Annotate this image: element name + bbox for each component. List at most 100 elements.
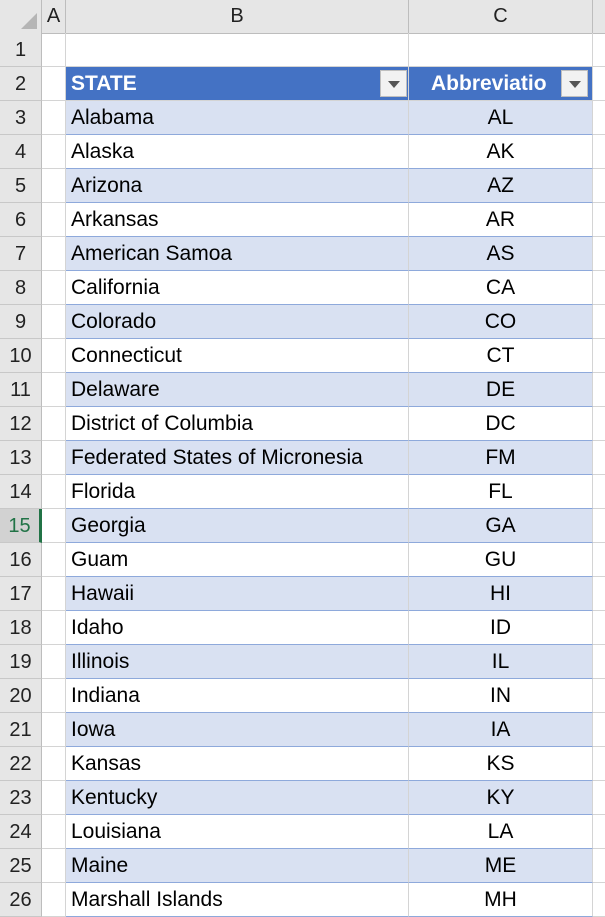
cell-a25[interactable]: [42, 849, 66, 883]
state-cell[interactable]: California: [66, 271, 409, 305]
state-cell[interactable]: Kentucky: [66, 781, 409, 815]
row-header-12[interactable]: 12: [0, 407, 42, 441]
state-cell[interactable]: Illinois: [66, 645, 409, 679]
row-header-22[interactable]: 22: [0, 747, 42, 781]
state-cell[interactable]: Iowa: [66, 713, 409, 747]
abbreviation-cell[interactable]: AR: [409, 203, 593, 237]
abbreviation-cell[interactable]: AS: [409, 237, 593, 271]
column-header-b[interactable]: B: [66, 0, 409, 33]
cell-a19[interactable]: [42, 645, 66, 679]
cell-a3[interactable]: [42, 101, 66, 135]
row-header-6[interactable]: 6: [0, 203, 42, 237]
abbreviation-cell[interactable]: HI: [409, 577, 593, 611]
state-cell[interactable]: Louisiana: [66, 815, 409, 849]
state-cell[interactable]: Indiana: [66, 679, 409, 713]
cell-d15[interactable]: [593, 509, 605, 543]
row-header-20[interactable]: 20: [0, 679, 42, 713]
row-header-26[interactable]: 26: [0, 883, 42, 917]
cell-d16[interactable]: [593, 543, 605, 577]
cell-d8[interactable]: [593, 271, 605, 305]
cell-a4[interactable]: [42, 135, 66, 169]
column-header-a[interactable]: A: [42, 0, 66, 33]
row-header-25[interactable]: 25: [0, 849, 42, 883]
cell-a12[interactable]: [42, 407, 66, 441]
abbreviation-cell[interactable]: GU: [409, 543, 593, 577]
cell-a6[interactable]: [42, 203, 66, 237]
abbreviation-cell[interactable]: GA: [409, 509, 593, 543]
cell-a20[interactable]: [42, 679, 66, 713]
abbreviation-cell[interactable]: FM: [409, 441, 593, 475]
cell-d7[interactable]: [593, 237, 605, 271]
cell-d24[interactable]: [593, 815, 605, 849]
cell-d19[interactable]: [593, 645, 605, 679]
state-cell[interactable]: Alaska: [66, 135, 409, 169]
abbreviation-cell[interactable]: FL: [409, 475, 593, 509]
cell-d12[interactable]: [593, 407, 605, 441]
cell-b1[interactable]: [66, 33, 409, 67]
row-header-7[interactable]: 7: [0, 237, 42, 271]
cell-d5[interactable]: [593, 169, 605, 203]
cell-a5[interactable]: [42, 169, 66, 203]
row-header-8[interactable]: 8: [0, 271, 42, 305]
cell-d2[interactable]: [593, 67, 605, 101]
row-header-13[interactable]: 13: [0, 441, 42, 475]
abbreviation-cell[interactable]: DE: [409, 373, 593, 407]
cell-d13[interactable]: [593, 441, 605, 475]
row-header-15[interactable]: 15: [0, 509, 42, 543]
cell-d1[interactable]: [593, 33, 605, 67]
state-cell[interactable]: Delaware: [66, 373, 409, 407]
state-cell[interactable]: Guam: [66, 543, 409, 577]
state-cell[interactable]: Maine: [66, 849, 409, 883]
row-header-19[interactable]: 19: [0, 645, 42, 679]
abbreviation-cell[interactable]: AZ: [409, 169, 593, 203]
cell-a22[interactable]: [42, 747, 66, 781]
state-cell[interactable]: Arkansas: [66, 203, 409, 237]
table-header-state[interactable]: STATE: [66, 67, 409, 101]
state-cell[interactable]: Idaho: [66, 611, 409, 645]
cell-d20[interactable]: [593, 679, 605, 713]
row-header-18[interactable]: 18: [0, 611, 42, 645]
row-header-14[interactable]: 14: [0, 475, 42, 509]
cell-a2[interactable]: [42, 67, 66, 101]
abbreviation-cell[interactable]: CO: [409, 305, 593, 339]
cell-d3[interactable]: [593, 101, 605, 135]
cell-a8[interactable]: [42, 271, 66, 305]
state-cell[interactable]: Florida: [66, 475, 409, 509]
cell-a21[interactable]: [42, 713, 66, 747]
cell-a10[interactable]: [42, 339, 66, 373]
cell-d10[interactable]: [593, 339, 605, 373]
state-cell[interactable]: Kansas: [66, 747, 409, 781]
abbreviation-cell[interactable]: AK: [409, 135, 593, 169]
cell-d23[interactable]: [593, 781, 605, 815]
row-header-21[interactable]: 21: [0, 713, 42, 747]
cell-d26[interactable]: [593, 883, 605, 917]
abbreviation-cell[interactable]: IL: [409, 645, 593, 679]
abbreviation-cell[interactable]: CA: [409, 271, 593, 305]
abbreviation-cell[interactable]: ID: [409, 611, 593, 645]
row-header-2[interactable]: 2: [0, 67, 42, 101]
state-cell[interactable]: Connecticut: [66, 339, 409, 373]
cell-a16[interactable]: [42, 543, 66, 577]
abbreviation-filter-button[interactable]: [561, 70, 588, 97]
cell-d25[interactable]: [593, 849, 605, 883]
cell-a18[interactable]: [42, 611, 66, 645]
row-header-16[interactable]: 16: [0, 543, 42, 577]
cell-a7[interactable]: [42, 237, 66, 271]
state-cell[interactable]: Marshall Islands: [66, 883, 409, 917]
abbreviation-cell[interactable]: KY: [409, 781, 593, 815]
state-cell[interactable]: Arizona: [66, 169, 409, 203]
row-header-4[interactable]: 4: [0, 135, 42, 169]
state-cell[interactable]: Alabama: [66, 101, 409, 135]
state-cell[interactable]: Georgia: [66, 509, 409, 543]
cell-d22[interactable]: [593, 747, 605, 781]
state-cell[interactable]: District of Columbia: [66, 407, 409, 441]
row-header-11[interactable]: 11: [0, 373, 42, 407]
row-header-9[interactable]: 9: [0, 305, 42, 339]
abbreviation-cell[interactable]: MH: [409, 883, 593, 917]
cell-d14[interactable]: [593, 475, 605, 509]
row-header-1[interactable]: 1: [0, 33, 42, 67]
cell-a1[interactable]: [42, 33, 66, 67]
cell-a17[interactable]: [42, 577, 66, 611]
abbreviation-cell[interactable]: IN: [409, 679, 593, 713]
row-header-17[interactable]: 17: [0, 577, 42, 611]
